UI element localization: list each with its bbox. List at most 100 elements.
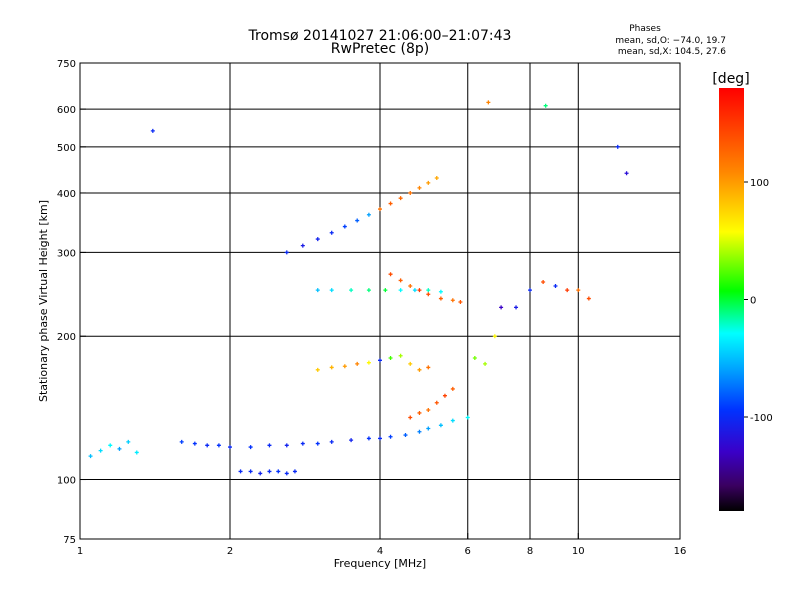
data-point xyxy=(417,367,422,372)
data-point xyxy=(417,288,422,293)
data-point xyxy=(398,353,403,358)
data-point xyxy=(426,365,431,370)
data-point xyxy=(98,448,103,453)
data-point xyxy=(615,144,620,149)
data-point xyxy=(408,361,413,366)
y-tick-label: 400 xyxy=(57,189,76,200)
data-point xyxy=(205,443,210,448)
y-axis-label: Stationary phase Virtual Height [km] xyxy=(37,200,50,402)
data-point xyxy=(543,103,548,108)
colorbar-tick-label: 100 xyxy=(750,178,769,189)
data-point xyxy=(586,296,591,301)
data-point xyxy=(412,288,417,293)
data-point xyxy=(417,410,422,415)
data-point xyxy=(388,434,393,439)
data-point xyxy=(276,469,281,474)
colorbar-tick-label: -100 xyxy=(750,413,773,424)
data-point xyxy=(258,471,263,476)
data-point xyxy=(248,445,253,450)
x-tick-label: 2 xyxy=(227,546,233,557)
colorbar-label: [deg] xyxy=(712,71,749,87)
data-point xyxy=(228,445,232,450)
y-tick-label: 100 xyxy=(57,476,76,487)
data-point xyxy=(434,175,439,180)
data-point xyxy=(342,224,347,229)
data-point xyxy=(486,100,491,105)
data-point xyxy=(349,438,354,443)
data-point xyxy=(300,441,305,446)
x-tick-label: 1 xyxy=(77,546,83,557)
data-point xyxy=(576,288,581,293)
data-point xyxy=(216,443,221,448)
x-tick-label: 16 xyxy=(674,546,687,557)
colorbar-ticks: 100 0 -100 xyxy=(744,178,773,424)
data-point xyxy=(355,218,360,223)
data-point xyxy=(403,433,408,438)
x-axis: 1 2 4 6 8 10 16 xyxy=(77,533,687,557)
data-point xyxy=(248,469,253,474)
data-point xyxy=(426,288,431,293)
data-point xyxy=(329,288,334,293)
data-points xyxy=(88,100,629,476)
grid-lines xyxy=(80,63,680,539)
data-point xyxy=(179,439,184,444)
phase-stats-o: mean, sd,O: −74.0, 19.7 xyxy=(615,36,726,46)
data-point xyxy=(426,180,431,185)
data-point xyxy=(408,284,413,289)
data-point xyxy=(329,365,334,370)
data-point xyxy=(541,280,546,285)
chart-subtitle: RwPretec (8p) xyxy=(331,41,429,57)
y-tick-label: 600 xyxy=(57,105,76,116)
data-point xyxy=(434,400,439,405)
x-tick-label: 10 xyxy=(572,546,585,557)
x-tick-label: 8 xyxy=(527,546,533,557)
y-tick-label: 75 xyxy=(63,535,76,546)
colorbar xyxy=(719,88,744,511)
data-point xyxy=(383,288,388,293)
data-point xyxy=(238,469,243,474)
data-point xyxy=(426,426,431,431)
y-tick-label: 200 xyxy=(57,332,76,343)
data-point xyxy=(108,443,113,448)
x-axis-label: Frequency [MHz] xyxy=(334,557,426,570)
data-point xyxy=(267,443,272,448)
data-point xyxy=(315,237,320,242)
data-point xyxy=(315,288,320,293)
data-point xyxy=(315,441,320,446)
data-point xyxy=(624,171,629,176)
data-point xyxy=(398,196,403,201)
data-point xyxy=(150,128,155,133)
x-tick-label: 4 xyxy=(377,546,383,557)
data-point xyxy=(438,423,443,428)
data-point xyxy=(349,288,354,293)
data-point xyxy=(483,361,488,366)
data-point xyxy=(398,278,403,283)
data-point xyxy=(408,190,413,195)
x-tick-label: 6 xyxy=(465,546,471,557)
data-point xyxy=(442,393,447,398)
data-point xyxy=(458,300,463,305)
data-point xyxy=(426,292,431,297)
data-point xyxy=(378,358,382,363)
data-point xyxy=(267,469,272,474)
colorbar-tick-label: 0 xyxy=(750,296,756,307)
data-point xyxy=(117,446,122,451)
data-point xyxy=(499,305,504,310)
data-point xyxy=(366,212,371,217)
data-point xyxy=(366,360,371,365)
data-point xyxy=(342,364,347,369)
data-point xyxy=(300,243,305,248)
data-point xyxy=(472,356,477,361)
data-point xyxy=(366,436,371,441)
data-point xyxy=(315,367,320,372)
data-point xyxy=(438,289,443,294)
data-point xyxy=(388,356,393,361)
data-point xyxy=(329,230,334,235)
data-point xyxy=(426,407,431,412)
data-point xyxy=(192,441,197,446)
y-tick-label: 300 xyxy=(57,248,76,259)
data-point xyxy=(565,288,570,293)
data-point xyxy=(450,298,455,303)
data-point xyxy=(417,185,422,190)
